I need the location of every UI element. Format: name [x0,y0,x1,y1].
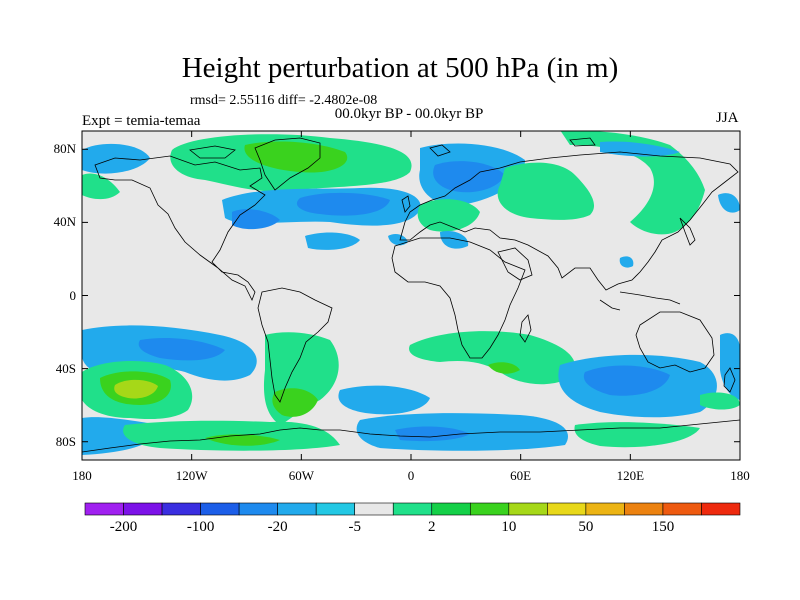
lat-label: 80S [55,433,76,449]
colorbar-label: -5 [348,519,361,535]
lat-label: 40S [55,360,76,376]
stats-text: rmsd= 2.55116 diff= -2.4802e-08 [190,93,378,108]
colorbar-swatch [469,502,510,516]
coastlines [82,137,740,453]
colorbar-swatch [392,502,433,516]
colorbar-swatch [701,502,741,516]
colorbar-label: -200 [109,519,138,535]
lon-label: 120W [175,468,208,483]
colorbar-swatch [547,502,587,516]
period-text: 00.0kyr BP - 00.0kyr BP [334,106,484,122]
lon-label: 60W [288,468,314,483]
lat-label: 0 [69,287,77,303]
colorbar-swatch [431,502,471,516]
colorbar-swatch [123,502,163,516]
colorbar-swatch [200,502,240,516]
lon-label: 180 [72,468,92,483]
season-label: JJA [716,110,739,126]
colorbar-swatch [662,502,702,516]
colorbar [84,502,741,516]
colorbar-label: 50 [578,519,594,535]
colorbar-label: 150 [651,519,675,535]
axis-ticks [81,131,741,460]
colorbar-swatch [354,502,394,516]
lon-label: 0 [407,468,415,483]
lon-label: 60E [510,468,532,483]
colorbar-label: 2 [428,519,436,535]
colorbar-swatch [277,502,317,516]
map-panel [82,131,740,460]
colorbar-swatch [585,502,625,516]
colorbar-label: 10 [501,519,517,535]
lat-label: 80N [53,141,76,157]
colorbar-swatch [315,502,356,516]
lon-label: 120E [616,468,645,483]
plot-title: Height perturbation at 500 hPa (in m) [181,52,619,84]
colorbar-swatch [84,502,124,516]
lon-label: 180 [730,468,750,483]
colorbar-swatch [161,502,201,516]
colorbar-swatch [238,502,278,516]
colorbar-swatch [508,502,548,516]
experiment-label: Expt = temia-temaa [82,113,201,129]
colorbar-swatch [624,502,664,516]
lat-label: 40N [53,214,76,230]
colorbar-label: -100 [186,519,215,535]
colorbar-label: -20 [267,519,288,535]
